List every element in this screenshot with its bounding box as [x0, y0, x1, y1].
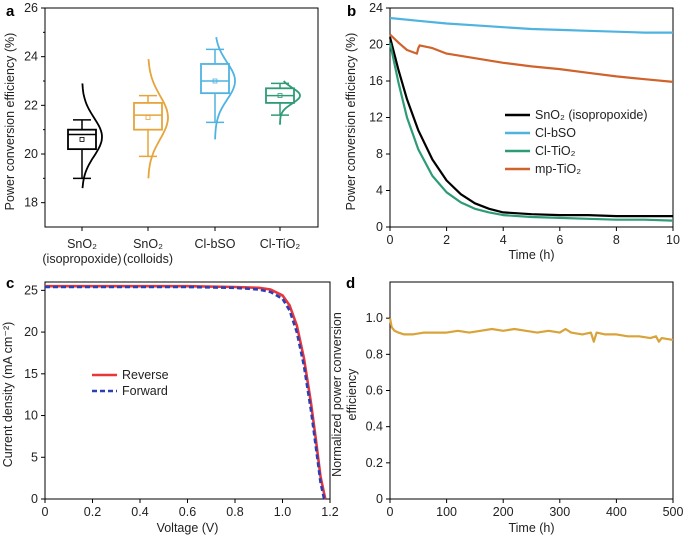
panel-d-ylabel-line1: Normalized power conversion [330, 312, 344, 477]
panel-d-ylabel-line2: efficiency [345, 368, 359, 421]
panel-c-ytick-label: 25 [24, 283, 38, 297]
panel-d-ytick-label: 0 [376, 492, 383, 506]
panel-c-series-line-1 [45, 285, 326, 500]
panel-c-xtick-label: 0.8 [226, 505, 243, 519]
panel-c-legend-label: Forward [122, 384, 168, 398]
panel-a-box-1 [133, 59, 169, 179]
panel-a-ytick-label: 24 [24, 50, 38, 64]
panel-c-legend-label: Reverse [122, 368, 169, 382]
panel-d-xtick-label: 100 [436, 505, 457, 519]
panel-c-xtick-label: 1.2 [321, 505, 338, 519]
panel-a-frame [44, 7, 319, 228]
panel-a-plot: 18 20 22 24 26 Power conversion efficiency (%… [3, 1, 319, 266]
panel-a-xtick-label: Cl-TiO₂ [260, 237, 301, 251]
panel-d-ytick-label: 0.4 [366, 420, 383, 434]
panel-a-ytick-label: 18 [24, 196, 38, 210]
panel-c-ytick-label: 20 [24, 325, 38, 339]
distribution-curve [147, 59, 169, 179]
panel-b-xtick-label: 2 [443, 233, 450, 247]
panel-c-plot: 0 0.2 0.4 0.6 0.8 1.0 1.2 0 5 10 15 20 25 Voltage (V)… [1, 281, 339, 535]
panel-b-legend-label: Cl-bSO [535, 126, 576, 140]
panel-c-xtick-label: 0.6 [179, 505, 196, 519]
panel-b-ylabel: Power conversion efficiency (%) [344, 33, 358, 211]
panel-d-xlabel: Time (h) [508, 521, 554, 535]
panel-a-box-0 [67, 83, 103, 189]
panel-a-xtick-label-line2: (colloids) [123, 252, 173, 266]
panel-c-frame [44, 281, 331, 500]
panel-b-ytick-label: 24 [369, 1, 383, 15]
panel-b-xtick-label: 4 [500, 233, 507, 247]
distribution-curve [279, 80, 301, 125]
panel-d-xtick-label: 400 [606, 505, 627, 519]
distribution-curve [214, 37, 236, 140]
panel-c-ylabel: Current density (mA cm⁻²) [1, 322, 15, 468]
panel-b-letter: b [347, 3, 356, 20]
box-mean-marker [79, 136, 85, 142]
panel-b-ytick-label: 16 [369, 74, 383, 88]
panel-b-xtick-label: 8 [613, 233, 620, 247]
panel-d-plot: 0 100 200 300 400 500 0 0.2 0.4 0.6 0.8 1.0 Time (h)… [330, 281, 684, 535]
panel-b-ytick-label: 20 [369, 38, 383, 52]
panel-d-series-line-0 [388, 317, 674, 343]
panel-a-box-3 [265, 80, 301, 125]
panel-d-ytick-label: 0.2 [366, 456, 383, 470]
panel-a-box-2 [200, 37, 236, 140]
panel-c-ytick-label: 0 [31, 492, 38, 506]
panel-a-xtick-label: SnO₂ [67, 237, 97, 251]
panel-b-xtick-label: 10 [666, 233, 680, 247]
panel-d-ytick-label: 0.6 [366, 384, 383, 398]
panel-d-frame [389, 281, 674, 500]
panel-a-ylabel: Power conversion efficiency (%) [3, 33, 17, 211]
panel-b-series-line-0 [388, 36, 673, 218]
panel-c-xtick-label: 0.4 [131, 505, 148, 519]
panel-c-xlabel: Voltage (V) [157, 521, 219, 535]
distribution-curve [81, 83, 103, 189]
box-iqr [67, 128, 97, 151]
panel-b-xtick-label: 6 [556, 233, 563, 247]
panel-d-xtick-label: 0 [387, 505, 394, 519]
panel-a-ytick-label: 20 [24, 147, 38, 161]
box-mean-marker [145, 115, 151, 120]
panel-d-xtick-label: 200 [493, 505, 514, 519]
panel-c-xtick-label: 0.2 [84, 505, 101, 519]
panel-b-ytick-label: 4 [376, 184, 383, 198]
panel-c-letter: c [6, 275, 14, 292]
panel-b-xtick-label: 0 [387, 233, 394, 247]
panel-c-xtick-label: 1.0 [274, 505, 291, 519]
box-iqr [200, 63, 230, 95]
panel-a-xtick-label-line2: (isopropoxide) [42, 252, 121, 266]
panel-b-legend-label: SnO₂ (isopropoxide) [535, 108, 648, 122]
panel-d-ytick-label: 0.8 [366, 347, 383, 361]
panel-d-letter: d [346, 275, 355, 292]
panel-d-xtick-label: 300 [549, 505, 570, 519]
panel-b-legend-label: mp-TiO₂ [535, 162, 581, 176]
panel-b-series-line-3 [389, 33, 674, 83]
panel-b-series-line-1 [389, 16, 673, 34]
box-iqr [133, 102, 163, 131]
panel-a-ytick-label: 26 [24, 1, 38, 15]
panel-a-xtick-label: SnO₂ [133, 237, 163, 251]
panel-c-xtick-label: 0 [42, 505, 49, 519]
panel-c-ytick-label: 15 [24, 367, 38, 381]
box-mean-marker [212, 78, 218, 84]
panel-b-ytick-label: 8 [376, 147, 383, 161]
panel-b-ytick-label: 0 [376, 220, 383, 234]
panel-a-ytick-label: 22 [24, 98, 38, 112]
panel-b-series-line-2 [388, 42, 674, 222]
panel-a-xtick-label: Cl-bSO [195, 237, 236, 251]
panel-b-legend-label: Cl-TiO₂ [535, 144, 576, 158]
panel-c-ytick-label: 10 [24, 409, 38, 423]
panel-b-ytick-label: 12 [369, 111, 383, 125]
panel-b-xlabel: Time (h) [508, 248, 554, 262]
panel-c-ytick-label: 5 [31, 450, 38, 464]
box-mean-marker [277, 93, 283, 98]
panel-d-xtick-label: 500 [663, 505, 684, 519]
panel-d-ytick-label: 1.0 [366, 311, 383, 325]
panel-a-letter: a [6, 3, 15, 20]
panel-c-series-line-0 [45, 284, 327, 500]
